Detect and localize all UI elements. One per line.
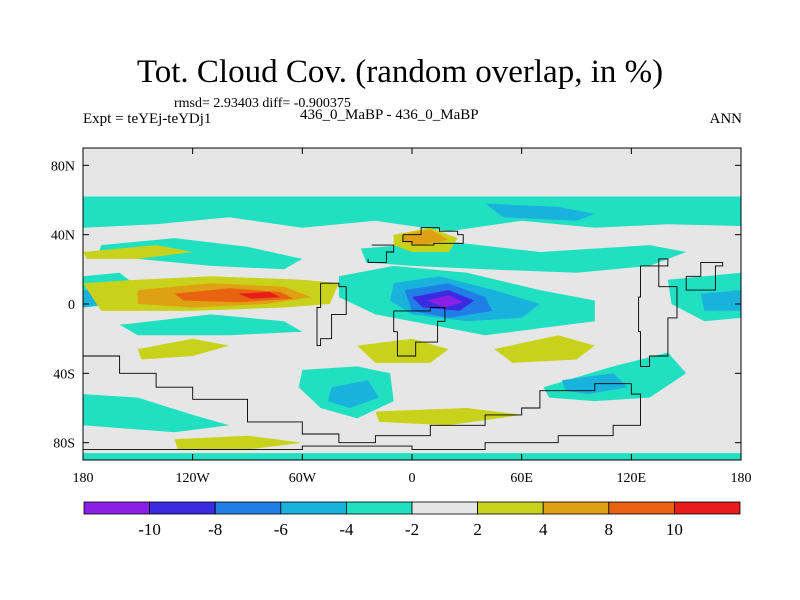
contour-region-14 xyxy=(485,203,595,221)
contour-region-15 xyxy=(327,380,380,408)
contour-region-6 xyxy=(119,314,303,336)
x-tick-label: 120E xyxy=(617,471,647,486)
y-tick-label: 80N xyxy=(51,159,75,174)
contour-region-24 xyxy=(357,338,449,363)
contour-region-31 xyxy=(238,291,281,299)
contour-region-29 xyxy=(401,229,449,246)
contour-fills xyxy=(83,148,741,460)
contour-region-30 xyxy=(174,288,294,303)
colorbar-label: -4 xyxy=(339,520,354,539)
colorbar-label: 2 xyxy=(473,520,482,539)
colorbar-swatch xyxy=(674,501,741,515)
coastline-0 xyxy=(83,355,641,451)
contour-region-26 xyxy=(174,435,303,450)
coastline-2 xyxy=(316,282,347,347)
x-tick-label: 180 xyxy=(731,471,752,486)
x-tick-label: 60W xyxy=(289,471,317,486)
y-tick-label: 40N xyxy=(51,229,75,244)
contour-region-27 xyxy=(375,408,522,426)
x-tick-label: 60E xyxy=(510,471,533,486)
colorbar-swatch xyxy=(345,501,413,515)
x-tick-label: 120W xyxy=(176,471,211,486)
stats-line: rmsd= 2.93403 diff= -0.900375 xyxy=(174,96,351,111)
colorbar-swatch xyxy=(608,501,675,515)
contour-region-19 xyxy=(426,295,464,308)
case-label: 436_0_MaBP - 436_0_MaBP xyxy=(300,107,479,123)
y-tick-label: 40S xyxy=(53,367,75,382)
y-tick-label: 80S xyxy=(53,437,75,452)
colorbar-label: -8 xyxy=(208,520,222,539)
contour-region-12 xyxy=(700,290,741,311)
contour-region-23 xyxy=(137,338,230,360)
contour-region-25 xyxy=(494,335,595,363)
colorbar-label: -6 xyxy=(274,520,288,539)
colorbar-label: 4 xyxy=(539,520,548,539)
colorbar-swatch xyxy=(542,501,610,515)
season-label: ANN xyxy=(709,111,743,127)
coastline-4 xyxy=(638,258,678,367)
contour-region-9 xyxy=(83,394,230,433)
experiment-label: Expt = teYEj-teYDj1 xyxy=(83,111,212,127)
chart-title: Tot. Cloud Cov. (random overlap, in %) xyxy=(136,54,664,90)
colorbar-swatch xyxy=(280,501,347,515)
colorbar-label: -10 xyxy=(138,520,161,539)
colorbar-swatch xyxy=(149,501,216,515)
x-tick-label: 180 xyxy=(73,471,94,486)
coastline-5 xyxy=(685,261,724,291)
colorbar-label: -2 xyxy=(405,520,419,539)
colorbar: -10 -8 -6 -4 -2 2 4 8 10 xyxy=(83,501,741,539)
colorbar-label: 8 xyxy=(605,520,614,539)
colorbar-swatch xyxy=(411,501,478,515)
coastlines xyxy=(83,227,724,451)
colorbar-swatch xyxy=(214,501,282,515)
x-tick-label: 0 xyxy=(409,471,416,486)
colorbar-swatch xyxy=(83,501,150,515)
contour-region-21 xyxy=(83,245,193,259)
contour-region-0 xyxy=(83,196,741,232)
coastline-1 xyxy=(402,227,464,246)
colorbar-swatch xyxy=(477,501,544,515)
colorbar-label: 10 xyxy=(666,520,683,539)
y-tick-label: 0 xyxy=(68,298,75,313)
coastline-6 xyxy=(367,244,395,263)
coastline-3 xyxy=(393,307,446,357)
axis-ticks: 180 120W 60W 0 60E 120E 180 80N 40N 0 40S 80S xyxy=(51,148,752,486)
